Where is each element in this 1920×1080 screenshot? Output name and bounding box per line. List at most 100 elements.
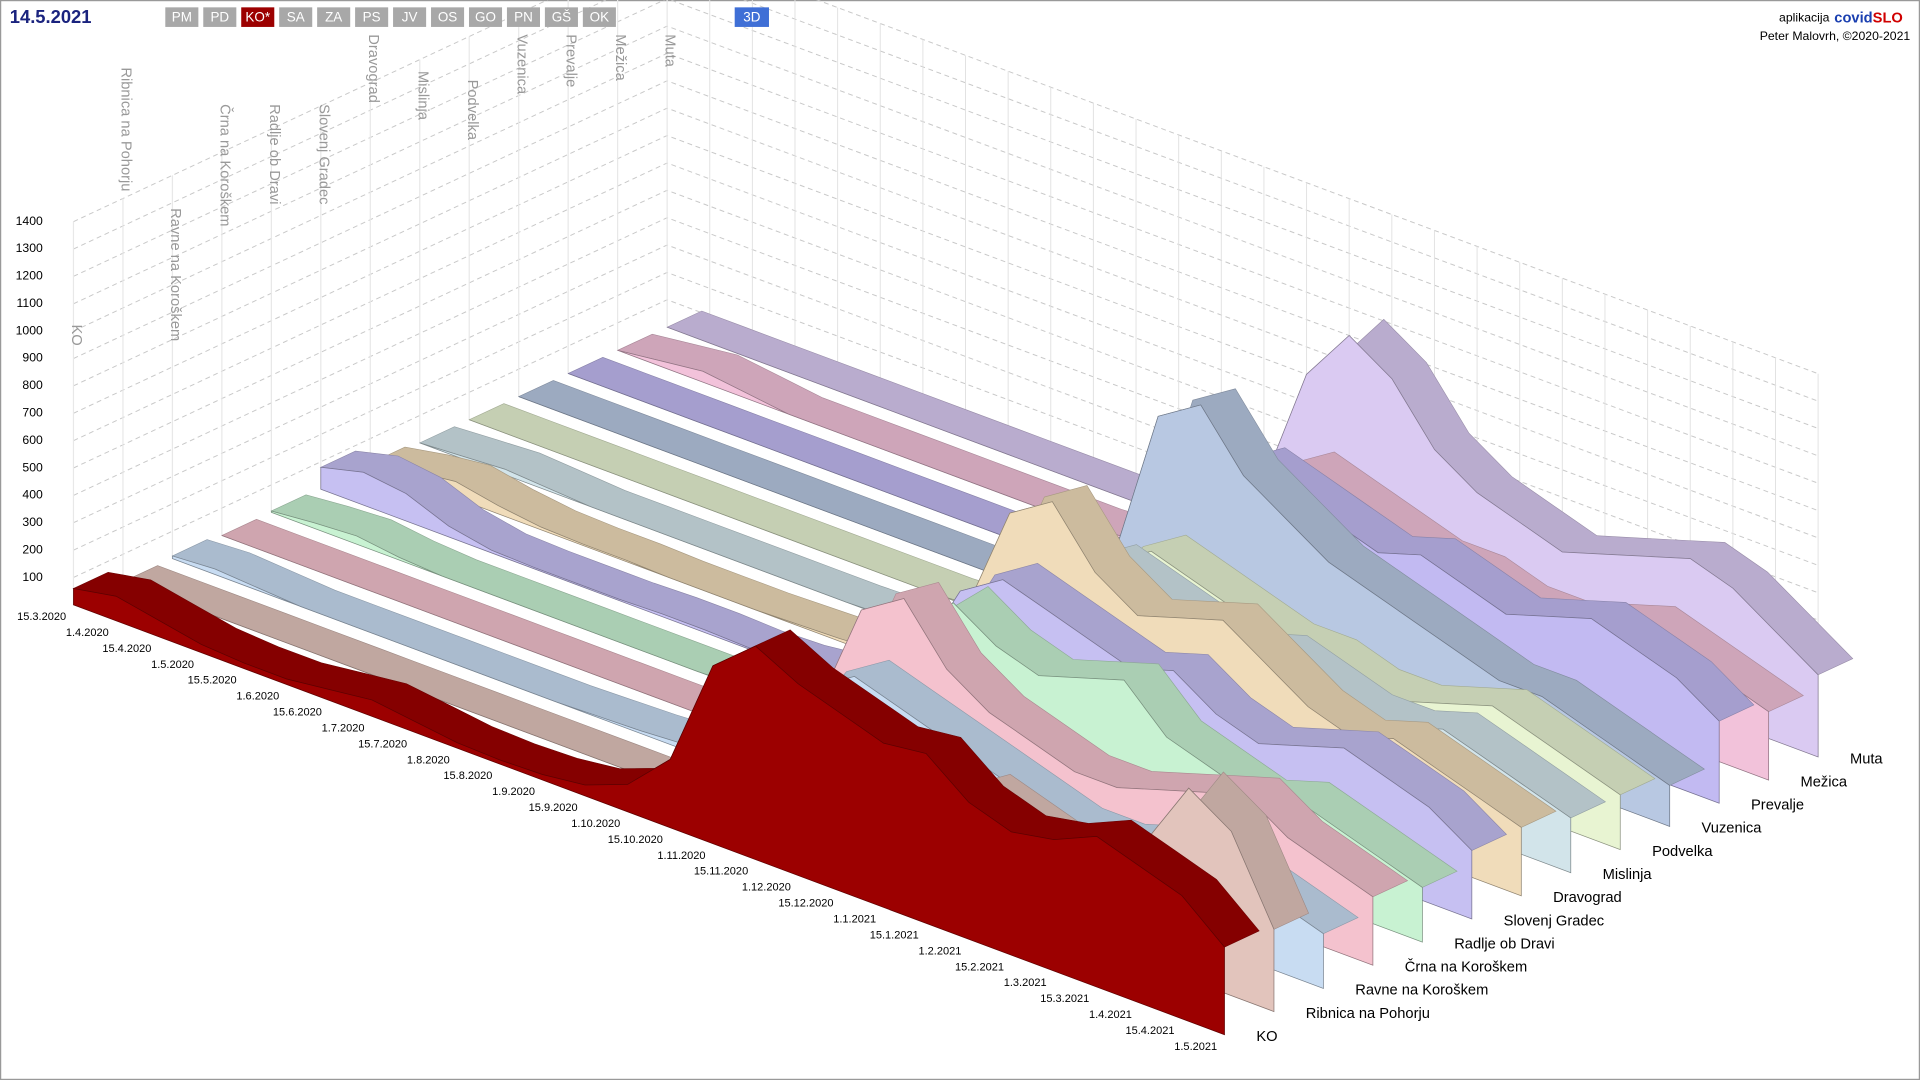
x-tick-label: 15.3.2021 [1040, 993, 1089, 1005]
button-label[interactable]: ZA [325, 9, 342, 24]
button-bg[interactable] [203, 7, 237, 27]
button-bg[interactable] [165, 7, 199, 27]
x-tick-label: 1.2.2021 [918, 945, 961, 957]
y-tick-label: 400 [22, 488, 43, 502]
x-tick-label: 15.12.2020 [778, 898, 833, 910]
button-label[interactable]: SA [287, 9, 305, 24]
x-tick-label: 15.4.2021 [1125, 1025, 1174, 1037]
button-label[interactable]: OK [590, 9, 609, 24]
x-tick-label: 1.11.2020 [657, 850, 705, 862]
legend-label: Mežica [1800, 774, 1847, 790]
x-tick-label: 1.1.2021 [833, 913, 876, 925]
region-button[interactable]: ZA [317, 7, 351, 27]
legend-label: Dravograd [1553, 890, 1622, 906]
button-label[interactable]: GO [475, 9, 496, 24]
button-bg[interactable] [355, 7, 389, 27]
region-button[interactable]: PM [165, 7, 199, 27]
y-tick-label: 200 [22, 542, 43, 556]
button-label[interactable]: JV [402, 9, 418, 24]
button-bg[interactable] [279, 7, 313, 27]
series-area [518, 396, 1671, 827]
button-label[interactable]: OS [438, 9, 457, 24]
x-tick-label: 1.4.2021 [1089, 1009, 1132, 1021]
button-bg[interactable] [582, 7, 616, 27]
wall-label: Mislinja [414, 71, 430, 121]
region-button[interactable]: KO* [241, 7, 275, 27]
y-tick-label: 700 [22, 405, 43, 419]
wall-label: Črna na Koroškem [216, 104, 233, 226]
region-button[interactable]: OK [582, 7, 616, 27]
credit: Peter Malovrh, ©2020-2021 [1760, 29, 1911, 43]
x-tick-label: 15.1.2021 [870, 929, 919, 941]
x-tick-label: 15.5.2020 [188, 675, 237, 687]
button-label[interactable]: PN [514, 9, 533, 24]
y-tick-label: 900 [22, 351, 43, 365]
region-button[interactable]: GŠ [544, 7, 578, 27]
button-bg[interactable] [317, 7, 351, 27]
wall-label: Slovenj Gradec [315, 104, 331, 204]
button-label[interactable]: PS [363, 9, 381, 24]
marks [72, 310, 1854, 1036]
x-tick-label: 1.6.2020 [236, 691, 279, 703]
button-bg[interactable] [241, 7, 275, 27]
wall-label: Ribnica na Pohorju [118, 67, 134, 191]
mode-button[interactable]: 3D [734, 7, 769, 27]
button-bg[interactable] [544, 7, 578, 27]
button-bg[interactable] [468, 7, 503, 27]
x-tick-label: 15.2.2021 [955, 961, 1004, 973]
x-tick-label: 15.11.2020 [694, 866, 748, 878]
x-tick-label: 1.4.2020 [66, 627, 109, 639]
wall-label: Dravograd [365, 34, 381, 103]
button-bg[interactable] [431, 7, 465, 27]
wall-label: Muta [662, 34, 678, 67]
button-bg[interactable] [506, 7, 540, 27]
button-bg[interactable] [393, 7, 427, 27]
app-name-a: covid [1834, 10, 1872, 26]
x-tick-label: 15.6.2020 [273, 707, 322, 719]
app-label: aplikacija [1779, 11, 1830, 25]
x-tick-label: 15.10.2020 [608, 834, 663, 846]
legend-label: Vuzenica [1702, 821, 1763, 837]
region-button[interactable]: PS [355, 7, 389, 27]
legend-label: Črna na Koroškem [1405, 959, 1527, 976]
x-tick-label: 1.3.2021 [1004, 977, 1047, 989]
button-label[interactable]: GŠ [552, 9, 571, 24]
buttons: PM PD KO* SA ZA PS JV OS GO PN GŠ OK 3D [165, 7, 769, 27]
region-button[interactable]: GO [468, 7, 503, 27]
region-button[interactable]: JV [393, 7, 427, 27]
legend-label: Ravne na Koroškem [1355, 983, 1488, 999]
legend-label: KO [1256, 1029, 1277, 1045]
legend-label: Prevalje [1751, 798, 1804, 814]
x-tick-label: 1.10.2020 [571, 818, 620, 830]
y-tick-label: 1000 [16, 323, 43, 337]
region-button[interactable]: PN [506, 7, 540, 27]
x-tick-label: 15.7.2020 [358, 738, 407, 750]
button-label[interactable]: 3D [743, 9, 760, 24]
region-button[interactable]: OS [431, 7, 465, 27]
x-tick-label: 1.5.2020 [151, 659, 194, 671]
wall-label: Prevalje [563, 34, 579, 87]
series-area [73, 588, 1225, 1036]
legend-label: Podvelka [1652, 844, 1713, 860]
button-label[interactable]: KO* [245, 9, 270, 24]
x-tick-label: 1.8.2020 [407, 754, 450, 766]
button-label[interactable]: PM [172, 9, 192, 24]
region-button[interactable]: SA [279, 7, 313, 27]
button-label[interactable]: PD [210, 9, 229, 24]
x-tick-label: 15.9.2020 [529, 802, 578, 814]
x-tick-label: 1.12.2020 [742, 882, 791, 894]
wall-label: Ravne na Koroškem [167, 208, 183, 341]
legend-label: Ribnica na Pohorju [1306, 1006, 1430, 1022]
y-tick-label: 300 [22, 515, 43, 529]
button-bg[interactable] [734, 7, 769, 27]
x-tick-label: 15.3.2020 [17, 611, 66, 623]
legend-label: Muta [1850, 751, 1883, 767]
app-name-b: SLO [1873, 10, 1903, 26]
region-button[interactable]: PD [203, 7, 237, 27]
date-title: 14.5.2021 [10, 6, 92, 27]
y-tick-label: 600 [22, 433, 43, 447]
x-tick-label: 15.8.2020 [443, 770, 492, 782]
wall-label: Podvelka [464, 80, 480, 141]
